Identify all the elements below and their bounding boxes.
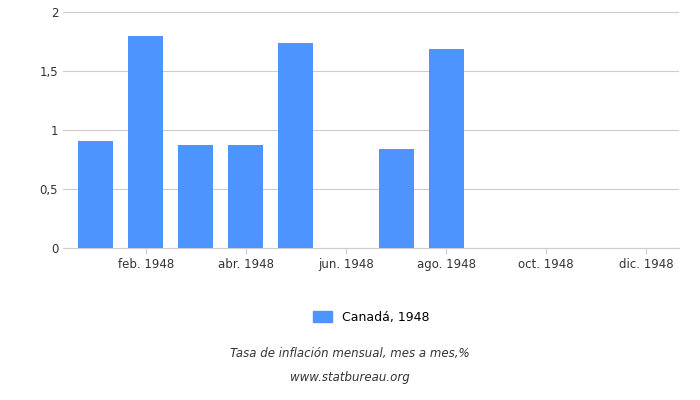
Bar: [228, 145, 263, 248]
Bar: [178, 145, 214, 248]
Bar: [428, 48, 463, 248]
Bar: [128, 36, 163, 248]
Bar: [379, 149, 414, 248]
Text: Tasa de inflación mensual, mes a mes,%: Tasa de inflación mensual, mes a mes,%: [230, 348, 470, 360]
Legend: Canadá, 1948: Canadá, 1948: [308, 306, 434, 329]
Bar: [78, 141, 113, 248]
Text: www.statbureau.org: www.statbureau.org: [290, 372, 410, 384]
Bar: [279, 43, 314, 248]
